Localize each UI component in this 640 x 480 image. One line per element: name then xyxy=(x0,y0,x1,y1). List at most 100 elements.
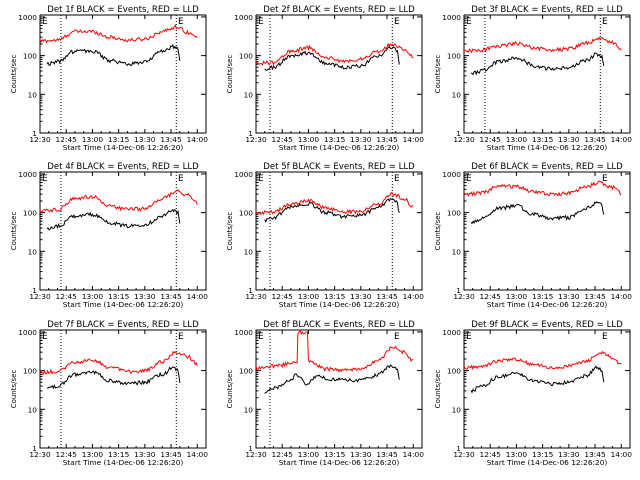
y-tick-label: 100 xyxy=(239,52,253,61)
x-tick-label: 12:30 xyxy=(29,135,51,144)
plot-frame xyxy=(255,329,423,449)
panel-det-3: Det 3f BLACK = Events, RED = LLD 12:30 12:… xyxy=(434,5,632,152)
x-tick-label: 12:45 xyxy=(480,135,502,144)
x-tick-label: 13:30 xyxy=(350,135,372,144)
x-tick-label: 12:45 xyxy=(56,135,78,144)
x-tick-label: 14:00 xyxy=(611,450,633,459)
y-tick-label: 100 xyxy=(23,209,37,218)
panel-det-7: Det 7f BLACK = Events, RED = LLD 12:30 12:… xyxy=(10,320,208,467)
series-line-events-black xyxy=(470,201,605,225)
x-tick-label: 12:30 xyxy=(29,292,51,301)
x-axis-label: Start Time (14-Dec-06 12:26:20) xyxy=(279,143,400,152)
flag-label: E xyxy=(178,332,184,342)
y-tick-label: 1 xyxy=(32,286,37,295)
plot-frame xyxy=(255,171,423,291)
y-tick-label: 10 xyxy=(244,247,254,256)
x-tick-label: 13:30 xyxy=(558,135,580,144)
x-tick-label: 12:30 xyxy=(245,450,267,459)
y-axis-label: Counts/sec xyxy=(226,55,234,94)
y-tick-label: 1 xyxy=(456,286,461,295)
x-tick-label: 13:30 xyxy=(350,450,372,459)
x-axis-label: Start Time (14-Dec-06 12:26:20) xyxy=(279,300,400,309)
y-tick-label: 10 xyxy=(28,90,38,99)
x-tick-label: 14:00 xyxy=(611,135,633,144)
x-tick-label: 13:00 xyxy=(82,292,104,301)
y-tick-label: 100 xyxy=(239,367,253,376)
x-tick-label: 13:45 xyxy=(376,450,398,459)
flag-label: E xyxy=(258,332,264,342)
y-axis-label: Counts/sec xyxy=(434,212,442,251)
y-tick-label: 10 xyxy=(244,90,254,99)
x-tick-label: 13:00 xyxy=(506,450,528,459)
x-axis-label: Start Time (14-Dec-06 12:26:20) xyxy=(487,458,608,467)
series-line-events-black xyxy=(46,366,181,390)
plot-frame xyxy=(39,14,207,134)
y-axis-label: Counts/sec xyxy=(10,55,18,94)
x-tick-label: 13:45 xyxy=(584,135,606,144)
plot-frame xyxy=(255,14,423,134)
x-tick-label: 13:15 xyxy=(324,135,346,144)
x-tick-label: 12:30 xyxy=(453,135,475,144)
y-tick-label: 10 xyxy=(244,405,254,414)
x-tick-label: 12:45 xyxy=(272,135,294,144)
flag-label: E xyxy=(258,174,264,184)
series-line-events-black xyxy=(46,43,181,67)
series-line-events-black xyxy=(470,52,605,76)
x-tick-label: 12:30 xyxy=(245,135,267,144)
y-axis-label: Counts/sec xyxy=(10,212,18,251)
y-tick-label: 1000 xyxy=(18,13,37,22)
x-tick-label: 13:15 xyxy=(108,292,130,301)
x-tick-label: 14:00 xyxy=(187,135,209,144)
series-line-events-black xyxy=(470,365,605,394)
y-tick-label: 10 xyxy=(28,405,38,414)
x-tick-label: 13:15 xyxy=(108,450,130,459)
x-tick-label: 13:45 xyxy=(584,450,606,459)
y-tick-label: 1 xyxy=(456,129,461,138)
y-axis-label: Counts/sec xyxy=(434,55,442,94)
x-tick-label: 13:00 xyxy=(298,135,320,144)
panel-title: Det 2f BLACK = Events, RED = LLD xyxy=(263,5,415,15)
flag-label: E xyxy=(394,332,400,342)
flag-label: E xyxy=(466,332,472,342)
panel-title: Det 1f BLACK = Events, RED = LLD xyxy=(47,5,199,15)
series-line-events-black xyxy=(264,364,400,394)
y-tick-label: 1000 xyxy=(18,328,37,337)
y-axis-label: Counts/sec xyxy=(226,212,234,251)
flag-label: E xyxy=(466,174,472,184)
x-tick-label: 14:00 xyxy=(611,292,633,301)
flag-label: E xyxy=(394,174,400,184)
flag-label: E xyxy=(178,17,184,27)
y-tick-label: 1 xyxy=(248,286,253,295)
panel-title: Det 3f BLACK = Events, RED = LLD xyxy=(471,5,623,15)
panel-title: Det 9f BLACK = Events, RED = LLD xyxy=(471,320,623,330)
series-line-lld-red xyxy=(39,350,198,376)
x-tick-label: 13:45 xyxy=(160,450,182,459)
plot-frame xyxy=(463,329,631,449)
y-tick-label: 1 xyxy=(456,444,461,453)
y-axis-label: Counts/sec xyxy=(226,370,234,409)
x-tick-label: 13:00 xyxy=(82,450,104,459)
flag-label: E xyxy=(602,174,608,184)
x-tick-label: 12:45 xyxy=(272,292,294,301)
plot-frame xyxy=(39,171,207,291)
y-axis-label: Counts/sec xyxy=(434,370,442,409)
x-tick-label: 13:30 xyxy=(134,292,156,301)
series-line-events-black xyxy=(46,208,181,231)
y-tick-label: 100 xyxy=(447,367,461,376)
panel-det-9: Det 9f BLACK = Events, RED = LLD 12:30 12:… xyxy=(434,320,632,467)
panel-det-4: Det 4f BLACK = Events, RED = LLD 12:30 12:… xyxy=(10,162,208,309)
flag-label: E xyxy=(258,17,264,27)
x-tick-label: 13:00 xyxy=(506,135,528,144)
x-tick-label: 13:00 xyxy=(298,292,320,301)
panel-title: Det 7f BLACK = Events, RED = LLD xyxy=(47,320,199,330)
x-axis-label: Start Time (14-Dec-06 12:26:20) xyxy=(63,458,184,467)
y-tick-label: 1000 xyxy=(234,328,253,337)
y-tick-label: 100 xyxy=(23,52,37,61)
plot-frame xyxy=(463,14,631,134)
x-tick-label: 13:15 xyxy=(532,135,554,144)
y-tick-label: 1000 xyxy=(234,170,253,179)
series-line-lld-red xyxy=(463,350,622,371)
x-tick-label: 12:45 xyxy=(56,450,78,459)
panel-title: Det 5f BLACK = Events, RED = LLD xyxy=(263,162,415,172)
panel-title: Det 6f BLACK = Events, RED = LLD xyxy=(471,162,623,172)
